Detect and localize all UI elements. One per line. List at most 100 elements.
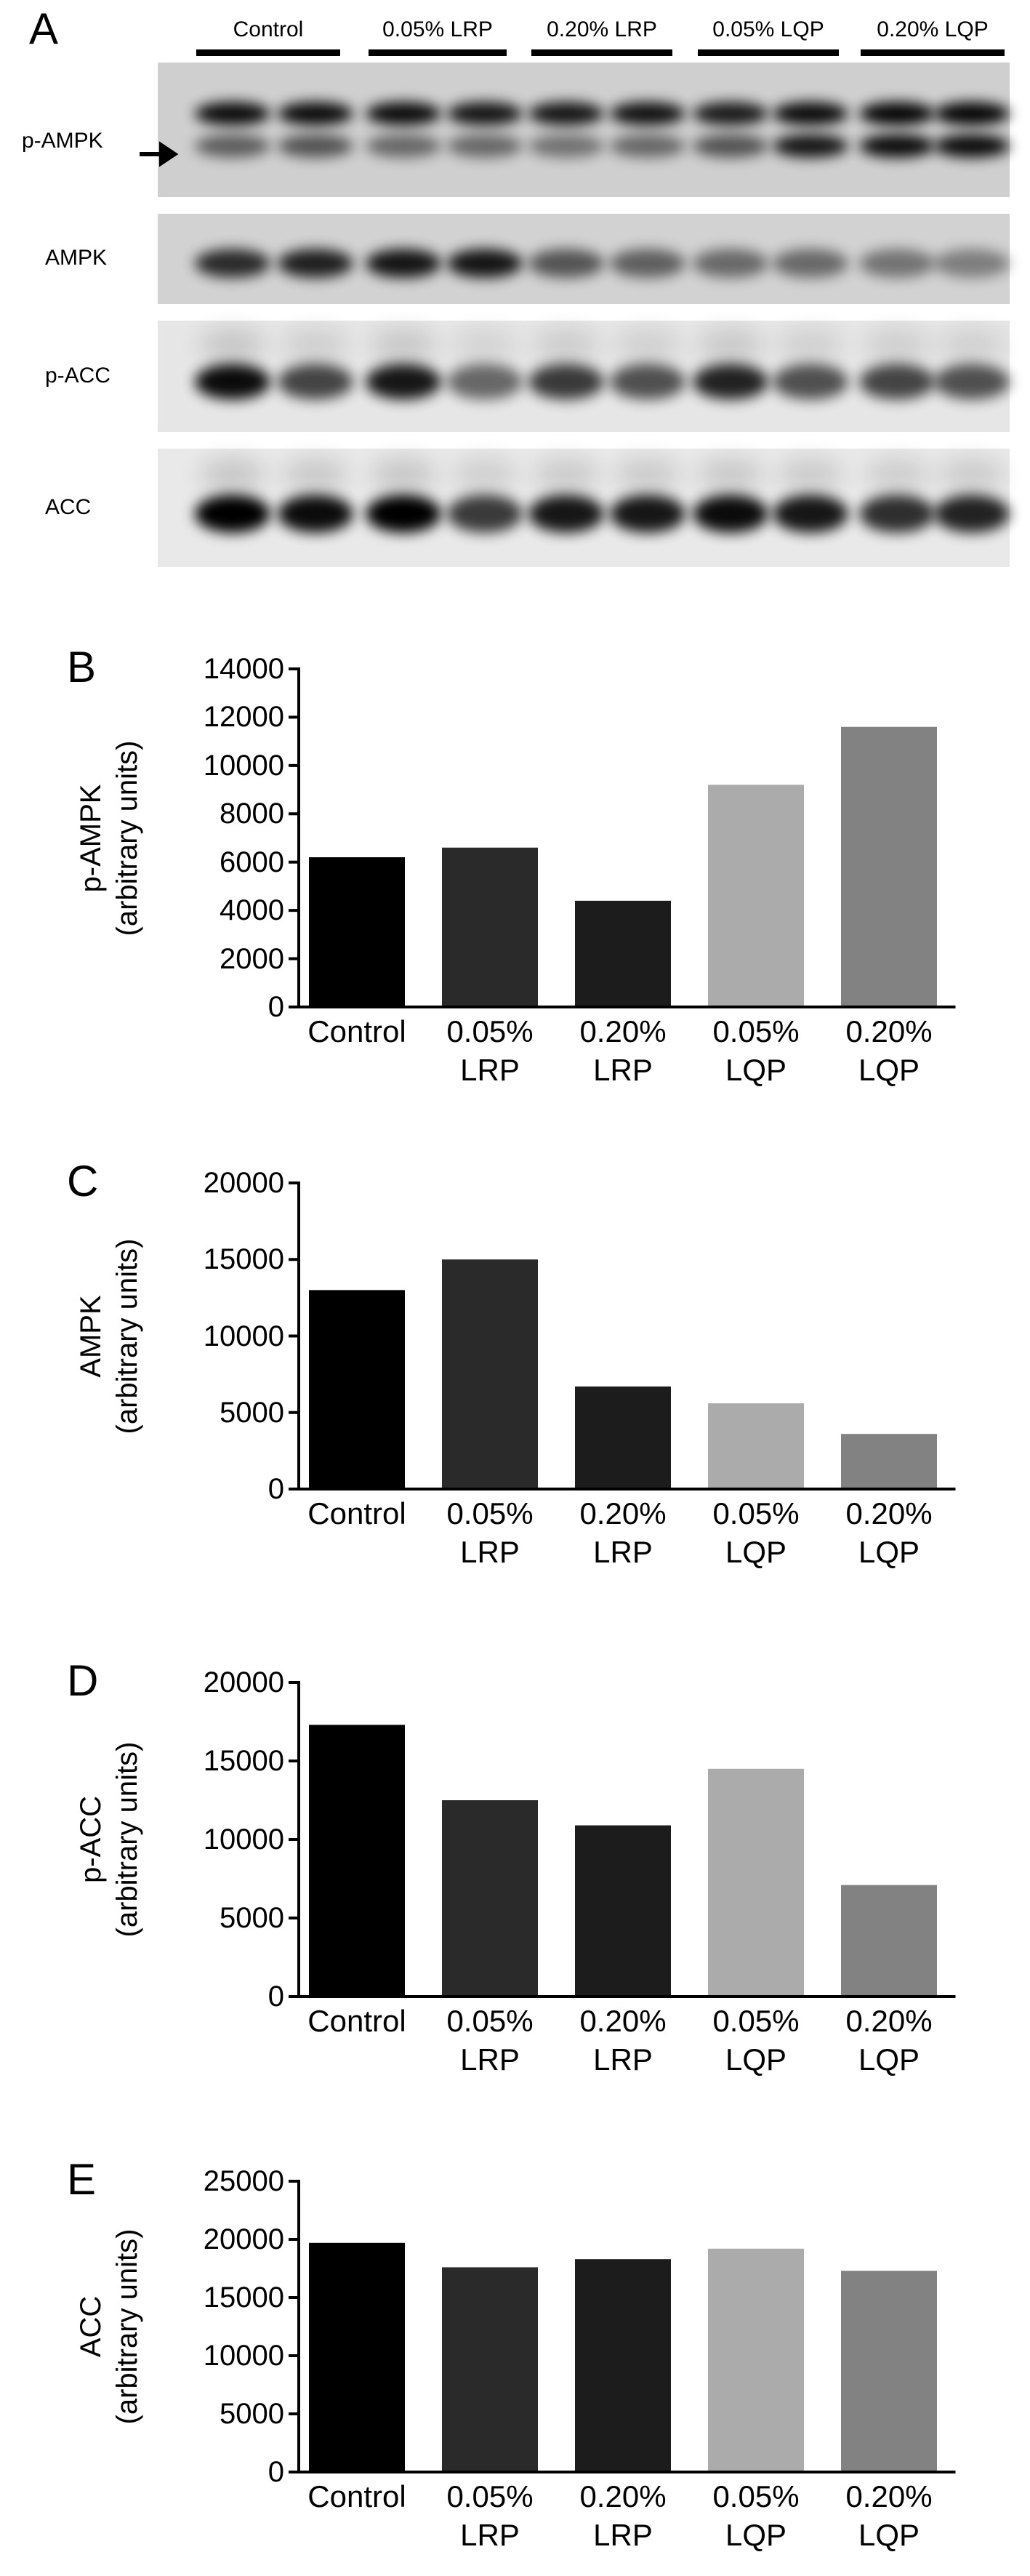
blot-band	[610, 102, 685, 126]
y-tick-label: 15000	[203, 1243, 284, 1276]
blot-band	[859, 364, 935, 400]
blot-band	[528, 249, 604, 278]
bar	[442, 2267, 538, 2472]
group-label: 0.05% LQP	[712, 17, 824, 41]
y-tick-label: 15000	[203, 1745, 284, 1777]
bar	[575, 1825, 671, 1997]
blot-band	[528, 134, 604, 158]
blot-band	[693, 494, 768, 533]
y-tick-label: 0	[267, 1981, 284, 2013]
panel-letter: D	[67, 1656, 99, 1705]
blot-band	[610, 364, 685, 400]
x-tick-label: 0.05% LRP	[446, 2479, 534, 2552]
y-axis-label: p-AMPK (arbitrary units)	[75, 740, 143, 936]
bar	[309, 1725, 405, 1997]
bar	[442, 847, 538, 1007]
blot-band	[278, 134, 353, 158]
blot-band	[859, 102, 935, 126]
x-tick-label: 0.05% LRP	[446, 1014, 534, 1087]
panel-letter: C	[67, 1157, 99, 1205]
blot-band	[859, 134, 935, 158]
group-label: 0.20% LQP	[877, 17, 989, 41]
group-label: Control	[233, 17, 304, 41]
x-tick-label: 0.20% LRP	[579, 2479, 667, 2552]
blot-band	[693, 102, 768, 126]
group-label: 0.05% LRP	[382, 17, 493, 41]
blot-smear	[698, 458, 763, 491]
blot-smear	[778, 329, 843, 361]
bar	[708, 1768, 804, 1997]
blot-smear	[534, 329, 599, 361]
group-label: 0.20% LRP	[547, 17, 657, 41]
blot-band	[278, 102, 353, 126]
blot-band	[773, 494, 848, 533]
blot-band	[195, 134, 270, 158]
blot-band	[934, 102, 1010, 126]
arrow	[140, 141, 179, 167]
bar	[841, 1885, 937, 1997]
blot-band	[278, 249, 353, 278]
blot-band	[195, 364, 270, 400]
bar	[575, 900, 671, 1007]
y-tick-label: 10000	[203, 2340, 284, 2372]
blot-band	[934, 249, 1010, 278]
blot-band	[610, 134, 685, 158]
panel-letter: B	[67, 643, 97, 691]
blot-band	[447, 102, 523, 126]
blot-band	[610, 494, 685, 533]
blot-smear	[615, 329, 680, 361]
y-tick-label: 10000	[203, 1320, 284, 1352]
blot-band	[366, 102, 441, 126]
x-tick-label: 0.05% LQP	[712, 2004, 800, 2077]
y-tick-label: 15000	[203, 2282, 284, 2314]
y-tick-label: 4000	[220, 894, 284, 927]
x-tick-label: 0.05% LQP	[712, 1496, 800, 1569]
x-tick-label: Control	[307, 2004, 406, 2038]
blot-band	[195, 494, 270, 533]
y-tick-label: 8000	[220, 798, 284, 830]
blot-row-label: p-AMPK	[22, 128, 103, 153]
blot-band	[195, 249, 270, 278]
blot-band	[859, 494, 935, 533]
bar	[841, 1434, 937, 1489]
y-tick-label: 20000	[203, 2223, 284, 2255]
x-tick-label: 0.20% LRP	[579, 1496, 667, 1569]
blot-band	[278, 364, 353, 400]
blot-smear	[864, 329, 930, 361]
blot-band	[859, 249, 935, 278]
blot-smear	[939, 329, 1005, 361]
blot-smear	[939, 458, 1005, 491]
group-bar	[369, 49, 507, 56]
bar	[575, 2259, 671, 2472]
blot-bands	[195, 249, 1010, 278]
x-tick-label: 0.20% LQP	[845, 1496, 933, 1569]
bar	[309, 2242, 405, 2472]
x-tick-label: 0.05% LQP	[712, 1014, 800, 1087]
x-tick-label: 0.20% LQP	[845, 1014, 933, 1087]
blot-smear	[778, 458, 843, 491]
blot-band	[528, 494, 604, 533]
blot-smear	[615, 458, 680, 491]
blot-smear	[371, 329, 436, 361]
group-bar	[196, 49, 340, 56]
panel-letter: E	[67, 2155, 97, 2204]
blot-band	[195, 102, 270, 126]
blot-smear	[452, 329, 518, 361]
y-tick-label: 6000	[220, 846, 284, 878]
bar	[841, 2271, 937, 2472]
y-tick-label: 5000	[220, 1396, 284, 1429]
x-tick-label: 0.20% LQP	[845, 2479, 933, 2552]
y-tick-label: 20000	[203, 1167, 284, 1199]
blot-band	[447, 249, 523, 278]
y-axis-label: AMPK (arbitrary units)	[75, 1238, 143, 1434]
x-tick-label: 0.05% LQP	[712, 2479, 800, 2552]
blot-band	[773, 134, 848, 158]
blot-band	[773, 102, 848, 126]
blot-band	[934, 494, 1010, 533]
blot-smear	[200, 458, 265, 491]
blot-smear	[371, 458, 436, 491]
x-tick-label: 0.20% LRP	[579, 2004, 667, 2077]
blot-band	[934, 134, 1010, 158]
bar	[309, 857, 405, 1007]
